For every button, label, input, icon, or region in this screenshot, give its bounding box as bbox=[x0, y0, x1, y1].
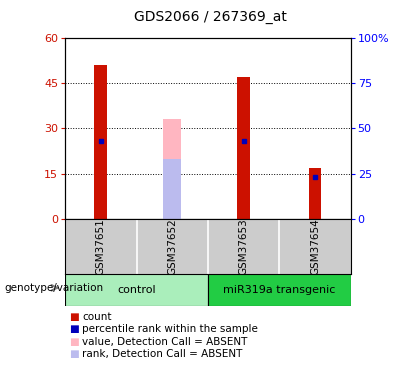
Text: GSM37654: GSM37654 bbox=[310, 218, 320, 275]
Text: control: control bbox=[117, 285, 156, 295]
Bar bbox=[163, 119, 181, 219]
Bar bbox=[309, 168, 321, 219]
Text: miR319a transgenic: miR319a transgenic bbox=[223, 285, 336, 295]
Bar bbox=[65, 274, 208, 306]
Text: ■: ■ bbox=[68, 324, 79, 334]
Text: GSM37653: GSM37653 bbox=[239, 218, 249, 275]
Text: value, Detection Call = ABSENT: value, Detection Call = ABSENT bbox=[82, 337, 247, 346]
Bar bbox=[208, 274, 351, 306]
Bar bbox=[237, 77, 250, 219]
Text: GSM37652: GSM37652 bbox=[167, 218, 177, 275]
Text: rank, Detection Call = ABSENT: rank, Detection Call = ABSENT bbox=[82, 349, 242, 359]
Text: percentile rank within the sample: percentile rank within the sample bbox=[82, 324, 258, 334]
Text: ■: ■ bbox=[68, 312, 79, 322]
Text: count: count bbox=[82, 312, 111, 322]
Text: ■: ■ bbox=[68, 349, 79, 359]
Bar bbox=[163, 159, 181, 219]
Text: ■: ■ bbox=[68, 337, 79, 346]
Text: GDS2066 / 267369_at: GDS2066 / 267369_at bbox=[134, 10, 286, 24]
Bar bbox=[94, 65, 107, 219]
Text: GSM37651: GSM37651 bbox=[96, 218, 106, 275]
Text: genotype/variation: genotype/variation bbox=[4, 283, 103, 293]
